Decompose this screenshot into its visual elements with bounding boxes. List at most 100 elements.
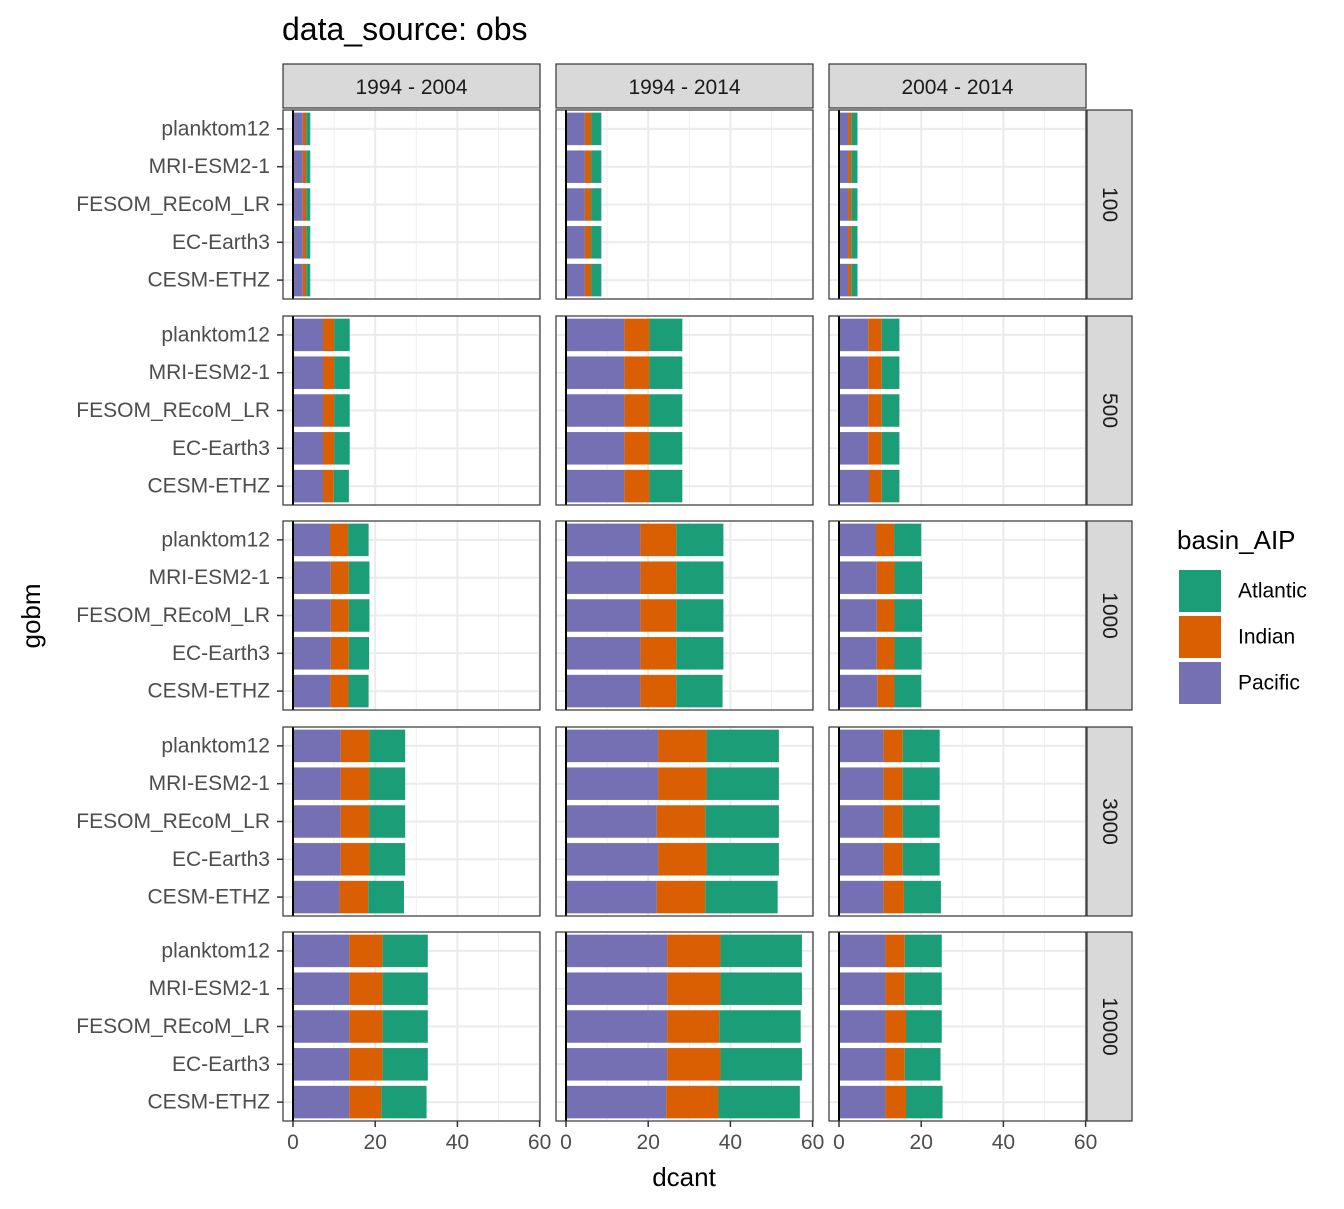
bar-segment	[369, 843, 406, 876]
bar-segment	[894, 561, 923, 594]
legend-title: basin_AIP	[1177, 525, 1296, 555]
bar-segment	[566, 1085, 667, 1119]
bar-segment	[293, 934, 350, 968]
y-tick-label: EC-Earth3	[172, 231, 270, 254]
bar-segment	[839, 150, 849, 183]
bar-segment	[839, 599, 877, 632]
bar-segment	[676, 523, 724, 557]
bar-segment	[348, 637, 370, 670]
row-strip	[1086, 726, 1133, 917]
bar-segment	[656, 880, 706, 914]
bar-segment	[839, 188, 849, 221]
bar-segment	[875, 523, 895, 557]
bar-segment	[382, 1048, 428, 1081]
y-tick-label: MRI-ESM2-1	[149, 772, 270, 795]
facet-panel	[555, 109, 814, 300]
bar-segment	[868, 432, 882, 465]
bar-segment	[566, 972, 668, 1005]
y-tick-label: MRI-ESM2-1	[149, 155, 270, 178]
bar-segment	[566, 318, 625, 352]
bar-segment	[649, 356, 683, 389]
bar-segment	[667, 1010, 720, 1043]
legend-label: Pacific	[1238, 672, 1300, 695]
bar-segment	[851, 150, 858, 183]
facet-panel	[828, 520, 1087, 711]
bar-segment	[667, 1048, 721, 1081]
bar-segment	[839, 843, 884, 876]
row-strip	[1086, 931, 1133, 1122]
bar-segment	[706, 729, 779, 763]
bar-segment	[706, 767, 779, 800]
facet-panel	[555, 520, 814, 711]
bar-segment	[839, 469, 870, 503]
bar-segment	[330, 674, 349, 708]
bar-segment	[348, 599, 370, 632]
bar-segment	[293, 112, 303, 146]
x-tick-label: 20	[910, 1131, 933, 1154]
bar-segment	[881, 356, 900, 389]
bar-segment	[718, 1085, 800, 1119]
bar-segment	[306, 112, 311, 146]
bar-segment	[720, 972, 802, 1005]
bar-segment	[624, 394, 650, 427]
column-strip-label: 1994 - 2004	[355, 76, 467, 99]
bar-segment	[877, 674, 895, 708]
bar-segment	[839, 1085, 886, 1119]
bar-segment	[885, 1085, 906, 1119]
bar-segment	[584, 263, 592, 297]
y-tick-label: FESOM_REcoM_LR	[76, 399, 270, 422]
bar-segment	[640, 674, 677, 708]
bar-segment	[868, 394, 882, 427]
facet-panel	[282, 726, 541, 917]
bar-segment	[349, 1085, 382, 1119]
bar-segment	[330, 637, 349, 670]
bar-segment	[566, 432, 625, 465]
bar-segment	[349, 972, 383, 1005]
x-tick-label: 60	[801, 1131, 824, 1154]
bar-segment	[339, 880, 369, 914]
bar-segment	[667, 934, 721, 968]
row-strip-label: 100	[1098, 187, 1121, 222]
bar-segment	[369, 729, 406, 763]
bar-segment	[640, 637, 677, 670]
bar-segment	[293, 318, 324, 352]
bar-segment	[624, 469, 650, 503]
y-tick-label: FESOM_REcoM_LR	[76, 810, 270, 833]
bar-segment	[839, 356, 869, 389]
bar-segment	[369, 767, 406, 800]
bar-segment	[848, 226, 852, 259]
bar-segment	[566, 394, 625, 427]
bar-segment	[667, 972, 721, 1005]
bar-segment	[566, 263, 585, 297]
bar-segment	[293, 188, 303, 221]
bar-segment	[306, 263, 311, 297]
bar-segment	[839, 523, 876, 557]
bar-segment	[881, 394, 900, 427]
bar-segment	[839, 226, 849, 259]
y-tick-label: FESOM_REcoM_LR	[76, 604, 270, 627]
y-tick-label: CESM-ETHZ	[148, 269, 271, 292]
bar-segment	[851, 112, 858, 146]
bar-segment	[839, 729, 884, 763]
bar-segment	[902, 843, 940, 876]
bar-segment	[334, 394, 350, 427]
bar-segment	[566, 356, 625, 389]
row-strip-label: 1000	[1098, 592, 1121, 639]
bar-segment	[902, 767, 940, 800]
bar-segment	[323, 318, 335, 352]
bar-segment	[705, 805, 779, 838]
bar-segment	[658, 843, 707, 876]
bar-segment	[293, 263, 303, 297]
bar-segment	[676, 637, 724, 670]
bar-segment	[293, 150, 303, 183]
x-tick-label: 40	[719, 1131, 742, 1154]
bar-segment	[885, 1048, 905, 1081]
bar-segment	[868, 356, 882, 389]
bar-segment	[348, 561, 370, 594]
bar-segment	[566, 637, 641, 670]
bar-segment	[566, 1048, 668, 1081]
facet-panel	[828, 726, 1087, 917]
bar-segment	[293, 1010, 350, 1043]
column-strip-label: 2004 - 2014	[901, 76, 1013, 99]
x-tick-label: 60	[528, 1131, 551, 1154]
